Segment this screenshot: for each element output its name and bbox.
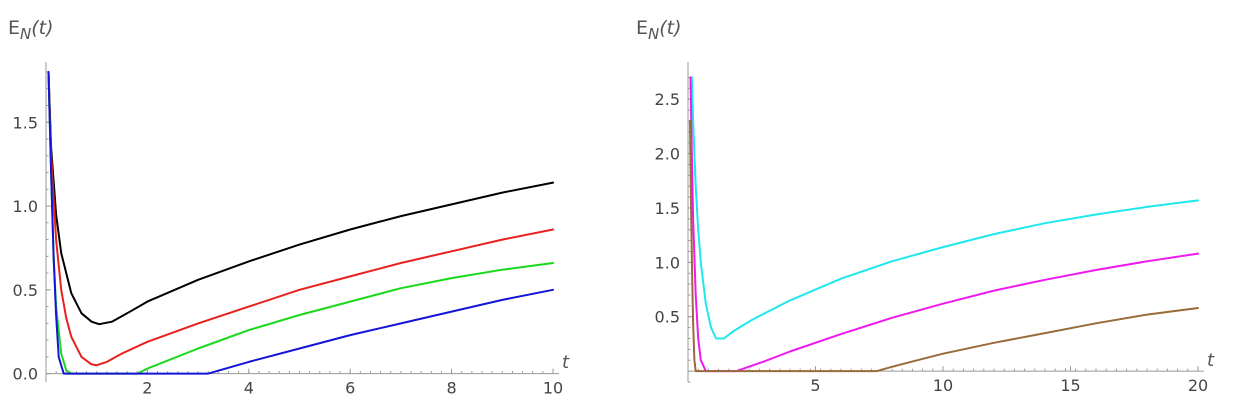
- x-tick-label: 2: [142, 379, 152, 398]
- x-tick-label: 5: [810, 376, 820, 395]
- y-axis-label: EN(t): [8, 17, 54, 43]
- x-tick-label: 10: [933, 376, 953, 395]
- series-line-black: [47, 71, 554, 326]
- x-axis-label: t: [562, 352, 570, 373]
- axes: 5 10 15 20 0.5 1.0 1.5 2.0 2.5: [655, 62, 1208, 395]
- series-line-magenta: [689, 76, 1199, 373]
- y-tick-label: 2.5: [655, 90, 680, 109]
- axes: 2 4 6 8 10 0.0 0.5 1.0 1.5: [13, 62, 563, 398]
- y-tick-label: 1.5: [655, 199, 680, 218]
- series-line-blue: [47, 71, 554, 375]
- series-line-brown: [689, 119, 1199, 373]
- y-tick-label: 0.0: [13, 365, 38, 384]
- series-group: [47, 71, 554, 375]
- x-tick-label: 20: [1188, 376, 1208, 395]
- chart-right: EN(t) t 5 10 15 20 0.5 1.0 1.5 2.0 2.5: [636, 17, 1215, 395]
- x-tick-label: 8: [447, 379, 457, 398]
- series-line-cyan: [690, 76, 1199, 340]
- y-tick-label: 1.5: [13, 113, 38, 132]
- y-tick-label: 0.5: [655, 308, 680, 327]
- y-axis-label: EN(t): [636, 17, 682, 43]
- chart-left: EN(t) t 2 4 6 8 10 0.0 0.5 1.0 1.5: [8, 17, 570, 398]
- y-tick-label: 2.0: [655, 145, 680, 164]
- x-tick-label: 10: [543, 379, 563, 398]
- y-tick-label: 0.5: [13, 281, 38, 300]
- y-tick-label: 1.0: [13, 197, 38, 216]
- series-line-red: [47, 71, 554, 367]
- series-group: [689, 76, 1199, 373]
- y-tick-label: 1.0: [655, 253, 680, 272]
- x-tick-label: 15: [1060, 376, 1080, 395]
- x-axis-label: t: [1207, 350, 1215, 371]
- series-line-green: [47, 71, 554, 375]
- x-tick-label: 6: [345, 379, 355, 398]
- x-tick-label: 4: [244, 379, 254, 398]
